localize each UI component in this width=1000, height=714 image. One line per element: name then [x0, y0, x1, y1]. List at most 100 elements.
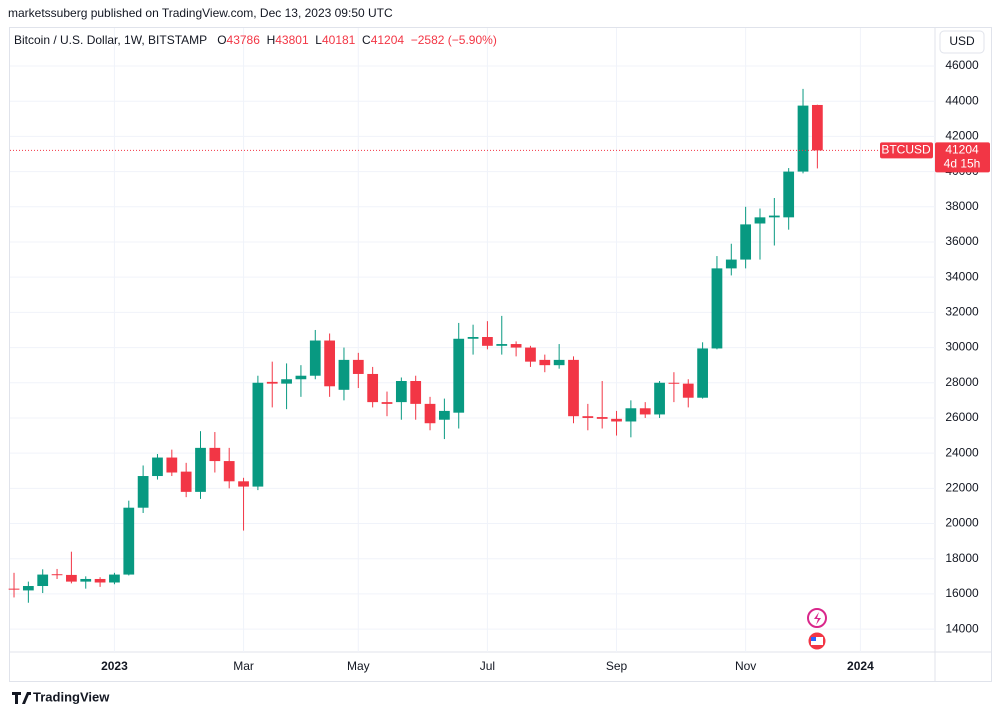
candle-body [582, 416, 594, 418]
candle-body [266, 381, 278, 384]
candle-body [8, 588, 20, 590]
symbol-tag: BTCUSD [881, 143, 931, 157]
y-tick-label: 18000 [945, 551, 979, 565]
flash-glyph [814, 612, 821, 625]
candle-body [797, 105, 809, 172]
candle-body [783, 171, 795, 218]
candle-body [768, 215, 780, 218]
ohlc-value: 40181 [321, 33, 356, 47]
y-tick-label: 42000 [945, 129, 979, 143]
candle-body [80, 578, 92, 582]
y-tick-label: 46000 [945, 58, 979, 72]
y-tick-label: 16000 [945, 586, 979, 600]
candle-body [381, 402, 393, 404]
candle-body [611, 418, 622, 422]
symbol-title: Bitcoin / U.S. Dollar, 1W, BITSTAMP [14, 33, 208, 47]
ohlc-label: C [362, 33, 371, 47]
candle-body [281, 379, 292, 384]
candle-body [568, 359, 579, 417]
candle-body [424, 403, 436, 424]
candle-body [482, 337, 493, 346]
candle-body [223, 461, 235, 482]
price-tag-bg [935, 142, 990, 173]
candle-body [725, 259, 737, 269]
candle-body [137, 476, 149, 508]
y-tick-label: 44000 [945, 93, 979, 107]
currency-button[interactable] [939, 30, 985, 54]
grid [10, 28, 935, 652]
candle-body [152, 457, 163, 477]
tradingview-logo [12, 692, 31, 704]
flag-body [811, 637, 823, 645]
legend: Bitcoin / U.S. Dollar, 1W, BITSTAMP O437… [14, 33, 497, 47]
y-tick-label: 26000 [945, 410, 979, 424]
candle-body [697, 348, 708, 398]
candle-body [309, 340, 321, 376]
symbol-tag-bg [880, 142, 933, 159]
candle-body [180, 471, 192, 492]
candle-body [22, 586, 34, 591]
candle-body [123, 507, 135, 575]
y-tick-label: 30000 [945, 340, 979, 354]
candle-body [539, 359, 551, 366]
countdown: 4d 15h [944, 157, 981, 171]
y-tick-label: 24000 [945, 445, 979, 459]
candle-body [711, 268, 723, 349]
event-icons [807, 608, 827, 651]
candle-body [94, 578, 106, 583]
y-tick-label: 36000 [945, 234, 979, 248]
change-label: −2582 (−5.90%) [410, 33, 497, 47]
x-tick-label: Nov [735, 659, 756, 673]
candle-body [166, 457, 178, 473]
ohlc-value: 41204 [370, 33, 405, 47]
x-tick-label: Sep [606, 659, 628, 673]
y-tick-label: 20000 [945, 516, 979, 530]
footer-brand: TradingView [33, 689, 110, 704]
x-tick-label: Jul [480, 659, 495, 673]
candle-body [66, 574, 77, 582]
axis-labels: 14000 16000 18000 20000 22000 24000 26000 28000… [101, 58, 990, 673]
x-tick-label: 2023 [101, 659, 128, 673]
x-tick-label: 2024 [847, 659, 874, 673]
published-line: marketssuberg published on TradingView.c… [8, 6, 393, 20]
candle-body [754, 217, 766, 224]
candle-body [639, 408, 651, 415]
candle-body [453, 338, 465, 413]
candle-body [553, 359, 565, 366]
candle-body [367, 373, 379, 403]
candle-body [238, 481, 249, 487]
ohlc-label: H [266, 33, 276, 47]
flag-canton [811, 637, 816, 641]
ohlc-value: 43801 [275, 33, 309, 47]
candle-body [395, 381, 407, 403]
candle-body [467, 337, 479, 339]
candle-body [410, 381, 422, 404]
candle-body [252, 382, 264, 487]
x-tick-label: Mar [233, 659, 254, 673]
candles [8, 88, 880, 603]
candle-body [51, 574, 63, 576]
y-tick-label: 32000 [945, 305, 979, 319]
y-tick-label: 38000 [945, 199, 979, 213]
currency-label[interactable]: USD [949, 34, 975, 48]
candle-body [37, 574, 49, 587]
candle-body [109, 574, 120, 583]
candle-body [439, 410, 450, 420]
y-tick-label: 22000 [945, 481, 979, 495]
candle-body [195, 447, 206, 492]
candle-body [682, 383, 694, 398]
candle-body [625, 408, 637, 422]
candle-body [338, 359, 350, 390]
candle-body [740, 224, 752, 260]
ohlc-label: L [315, 33, 322, 47]
y-tick-label: 34000 [945, 269, 979, 283]
y-tick-label: 14000 [945, 621, 979, 635]
candle-body [510, 344, 522, 348]
ohlc-value: 43786 [226, 33, 260, 47]
candle-body [811, 104, 823, 151]
price-tag: 41204 [945, 143, 979, 157]
candle-body [209, 447, 221, 462]
candle-body [295, 375, 307, 380]
